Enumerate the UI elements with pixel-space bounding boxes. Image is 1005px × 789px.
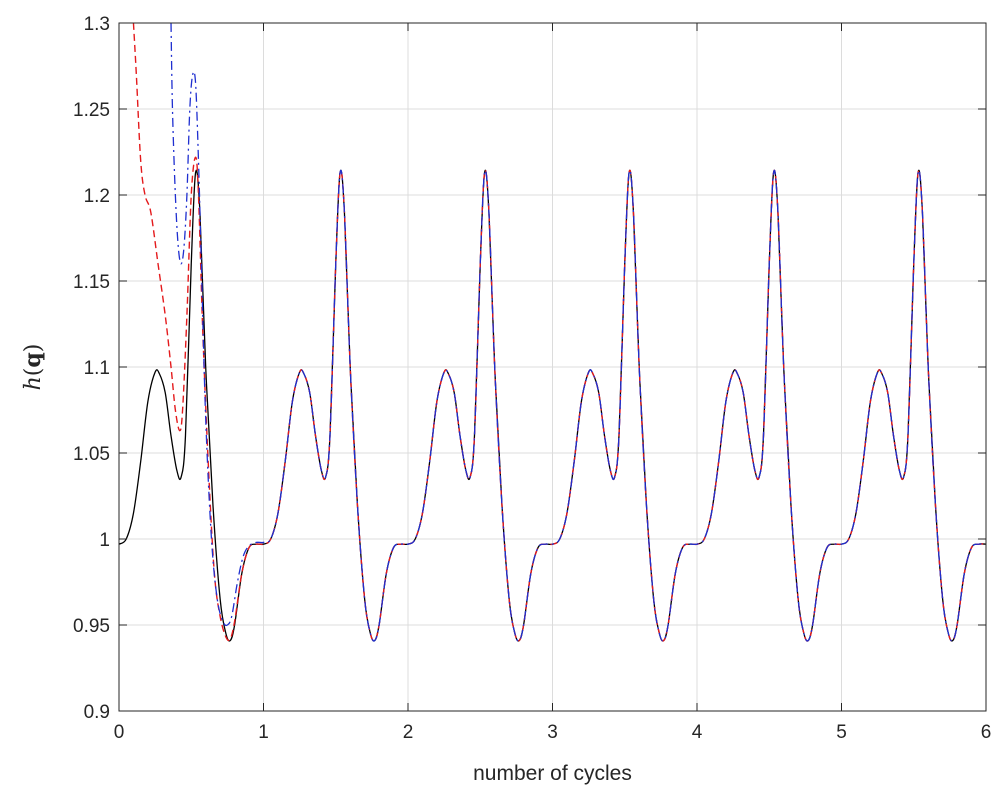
y-axis-label-fn: h	[21, 376, 46, 390]
series-line-dashdot	[170, 23, 986, 642]
y-tick-label: 1.3	[84, 14, 110, 35]
series-line-dashed	[132, 23, 986, 642]
x-tick-label: 3	[547, 722, 558, 743]
x-tick-label: 2	[403, 722, 414, 743]
y-axis-label: h(q)	[20, 344, 46, 391]
x-tick-label: 5	[836, 722, 847, 743]
y-axis-label-open: (	[21, 368, 46, 377]
x-tick-label: 1	[258, 722, 269, 743]
y-axis-label-arg: q	[20, 352, 46, 367]
ticks: 0 1 2 3 4 5 6 0.9 0.95 1 1.05 1.1 1.15 1.2 1.25 1.3	[73, 14, 991, 743]
x-tick-label: 6	[981, 722, 992, 743]
series-group	[119, 23, 986, 642]
y-tick-label: 1.25	[73, 100, 110, 121]
y-tick-label: 1.15	[73, 272, 110, 293]
x-tick-label: 0	[114, 722, 125, 743]
x-axis-label: number of cycles	[473, 762, 632, 785]
grid	[119, 23, 986, 711]
y-tick-label: 1.05	[73, 444, 110, 465]
x-tick-label: 4	[692, 722, 703, 743]
y-tick-label: 1	[99, 530, 110, 551]
y-tick-label: 1.1	[84, 358, 110, 379]
y-tick-label: 1.2	[84, 186, 110, 207]
y-tick-label: 0.9	[84, 702, 110, 723]
y-axis-label-close: )	[21, 344, 46, 353]
y-tick-label: 0.95	[73, 616, 110, 637]
